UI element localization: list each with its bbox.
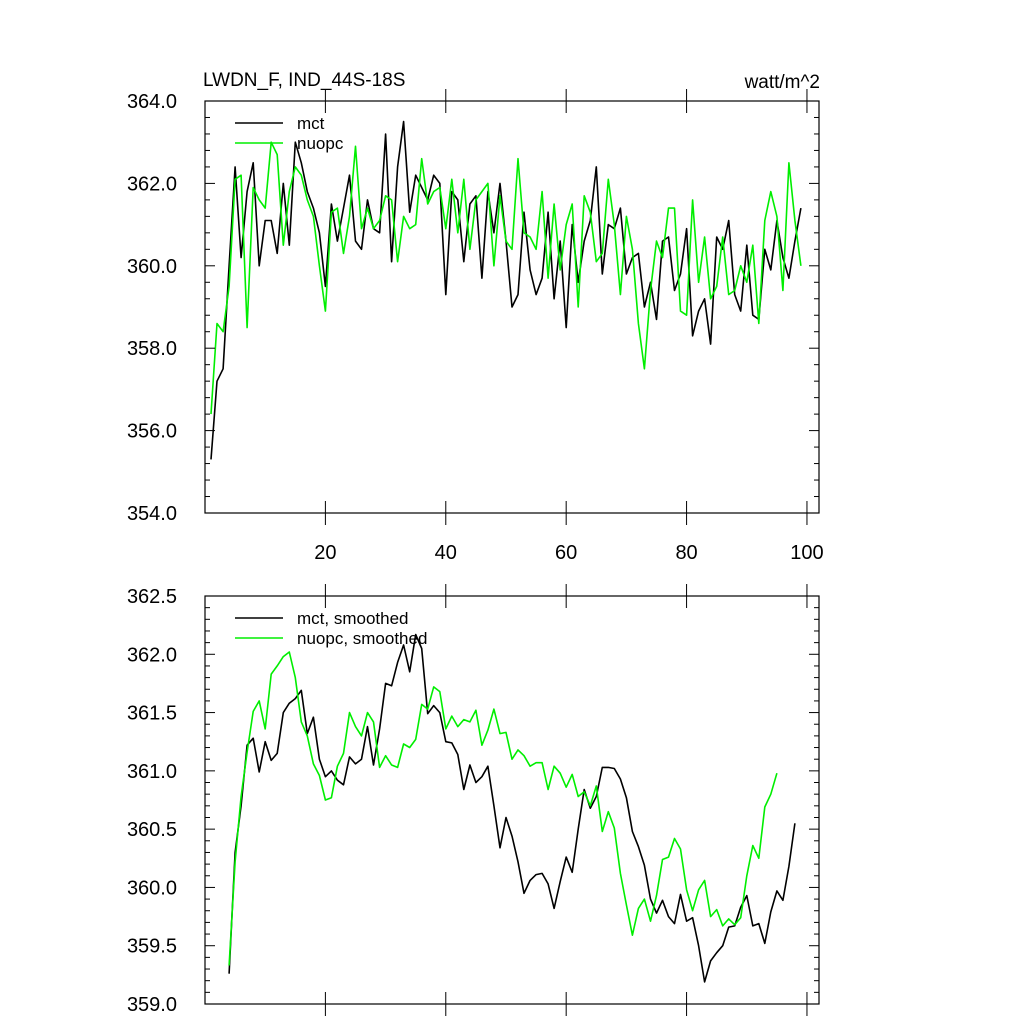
bottom-y-tick-label: 361.5 bbox=[127, 703, 177, 725]
top-x-tick-label: 20 bbox=[314, 542, 336, 564]
top-panel: 354.0 356.0 358.0 360.0 362.0 364.0 20 40 60 80 10… bbox=[127, 89, 824, 564]
top-axes: 354.0 356.0 358.0 360.0 362.0 364.0 20 40 60 80 10… bbox=[127, 89, 824, 564]
bottom-y-tick-label: 361.0 bbox=[127, 761, 177, 783]
top-legend-label-mct: mct bbox=[297, 114, 325, 133]
top-plot-frame bbox=[204, 100, 820, 514]
bottom-legend-label-nuopc-smoothed: nuopc, smoothed bbox=[297, 629, 427, 648]
bottom-series-line-mct-smoothed bbox=[228, 633, 796, 983]
bottom-y-tick-label: 360.5 bbox=[127, 819, 177, 841]
bottom-plot-frame bbox=[204, 595, 820, 1005]
bottom-series-line-nuopc-smoothed bbox=[228, 651, 778, 966]
top-y-tick-label: 358.0 bbox=[127, 338, 177, 360]
top-x-tick-label: 60 bbox=[555, 542, 577, 564]
top-plot-area bbox=[210, 120, 802, 460]
bottom-y-tick-label: 362.0 bbox=[127, 644, 177, 666]
bottom-panel: 359.0 359.5 360.0 360.5 361.0 361.5 362.0 362.5… bbox=[127, 584, 820, 1016]
bottom-y-tick-label: 359.0 bbox=[127, 994, 177, 1016]
top-y-tick-label: 362.0 bbox=[127, 173, 177, 195]
bottom-y-tick-label: 359.5 bbox=[127, 936, 177, 958]
bottom-y-tick-label: 362.5 bbox=[127, 586, 177, 608]
top-y-tick-label: 356.0 bbox=[127, 421, 177, 443]
top-y-tick-label: 360.0 bbox=[127, 256, 177, 278]
bottom-axes: 359.0 359.5 360.0 360.5 361.0 361.5 362.0 362.5 bbox=[127, 584, 820, 1016]
units-label: watt/m^2 bbox=[744, 72, 820, 93]
bottom-y-tick-label: 360.0 bbox=[127, 877, 177, 899]
top-x-tick-label: 80 bbox=[675, 542, 697, 564]
top-y-tick-label: 364.0 bbox=[127, 91, 177, 113]
chart-title: LWDN_F, IND_44S-18S bbox=[203, 70, 405, 91]
bottom-legend-label-mct-smoothed: mct, smoothed bbox=[297, 609, 409, 628]
top-series-line-nuopc bbox=[210, 141, 802, 415]
bottom-plot-area bbox=[228, 633, 796, 983]
top-x-tick-label: 100 bbox=[790, 542, 823, 564]
top-y-tick-label: 354.0 bbox=[127, 503, 177, 525]
top-x-tick-label: 40 bbox=[435, 542, 457, 564]
top-legend-label-nuopc: nuopc bbox=[297, 134, 344, 153]
